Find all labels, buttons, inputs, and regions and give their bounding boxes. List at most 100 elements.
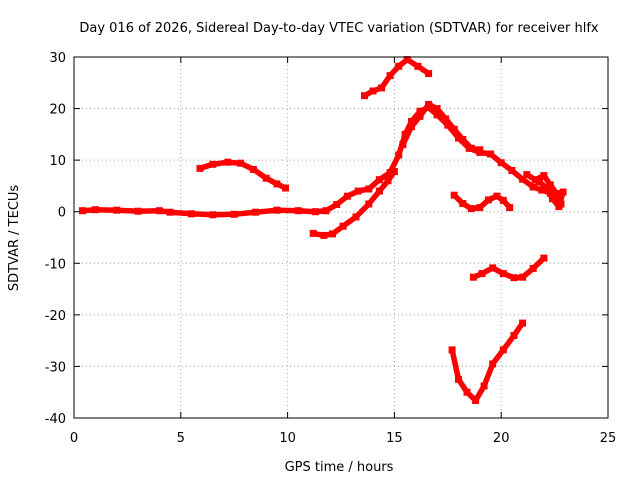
y-tick-label: 30 <box>49 51 66 66</box>
plot-frame <box>73 56 609 419</box>
x-tick-label: 5 <box>177 431 185 446</box>
grid-layer <box>74 57 608 418</box>
data-point <box>375 176 383 184</box>
data-point <box>540 172 548 180</box>
data-point <box>519 319 527 327</box>
data-point <box>403 56 411 64</box>
data-point <box>378 84 386 92</box>
data-point <box>322 207 330 215</box>
data-point <box>499 270 507 278</box>
series-track-e <box>400 101 483 153</box>
data-point <box>224 158 232 166</box>
data-point <box>531 176 539 184</box>
data-point <box>484 196 492 204</box>
data-point <box>416 107 424 115</box>
data-point <box>469 273 477 281</box>
y-tick-label: -10 <box>45 257 66 272</box>
data-point <box>455 375 462 383</box>
data-point <box>542 184 550 192</box>
data-point <box>414 62 422 70</box>
data-point <box>339 222 347 230</box>
data-point <box>472 397 480 404</box>
data-point <box>273 180 281 188</box>
data-point <box>510 332 518 339</box>
data-point <box>433 111 441 119</box>
data-point <box>294 207 302 215</box>
data-point <box>354 187 362 195</box>
data-point <box>499 196 507 204</box>
data-point <box>343 192 351 200</box>
data-point <box>365 185 373 193</box>
data-point <box>536 178 544 186</box>
data-point <box>282 184 289 192</box>
data-point <box>523 171 531 179</box>
data-point <box>489 264 497 272</box>
data-point <box>508 167 516 174</box>
data-point <box>91 206 99 214</box>
data-point <box>375 187 383 195</box>
data-point <box>476 204 484 212</box>
data-point <box>506 204 514 212</box>
data-point <box>395 151 403 159</box>
data-point <box>499 346 507 354</box>
data-point <box>450 125 458 133</box>
data-point <box>480 382 488 390</box>
data-point <box>459 136 467 143</box>
data-point <box>476 146 484 154</box>
data-point <box>209 211 217 219</box>
data-point <box>311 208 319 216</box>
data-point <box>433 105 441 113</box>
data-point <box>450 191 458 199</box>
data-point <box>408 118 415 125</box>
data-point <box>309 229 317 237</box>
data-point <box>365 200 373 208</box>
data-point <box>390 168 398 175</box>
data-point <box>467 205 475 213</box>
data-point <box>333 201 341 208</box>
data-point <box>369 87 377 95</box>
data-point <box>489 360 497 368</box>
y-tick-label: 0 <box>58 206 66 221</box>
data-point <box>416 112 424 120</box>
y-tick-label: 20 <box>49 103 66 118</box>
x-tick-label: 20 <box>493 431 510 446</box>
data-point <box>166 208 174 216</box>
data-point <box>399 141 407 149</box>
data-point <box>237 159 245 167</box>
data-point <box>249 165 257 173</box>
y-tick-label: -30 <box>45 360 66 375</box>
x-tick-label: 0 <box>70 431 78 446</box>
data-point <box>425 100 433 108</box>
data-point <box>448 346 456 354</box>
data-point <box>188 210 195 218</box>
data-point <box>497 159 505 167</box>
x-tick-label: 15 <box>386 431 403 446</box>
data-point <box>230 210 238 218</box>
data-point <box>538 186 546 194</box>
data-point <box>320 231 328 239</box>
data-point <box>442 115 450 123</box>
data-point <box>519 273 527 281</box>
data-point <box>408 123 415 131</box>
data-point <box>559 188 567 196</box>
y-axis-label: SDTVAR / TECUs <box>7 185 22 292</box>
data-point <box>493 192 501 200</box>
data-point <box>79 207 86 215</box>
data-point <box>361 92 368 100</box>
data-point <box>519 175 527 183</box>
data-point <box>252 208 260 216</box>
data-point <box>155 207 163 215</box>
chart-title: Day 016 of 2026, Sidereal Day-to-day VTE… <box>79 21 599 36</box>
data-point <box>273 206 281 214</box>
y-tick-label: -20 <box>45 309 66 324</box>
data-point <box>459 200 467 207</box>
series-layer <box>79 56 567 404</box>
data-point <box>463 388 471 396</box>
x-axis-label: GPS time / hours <box>285 460 394 475</box>
data-point <box>352 213 360 221</box>
data-point <box>529 264 537 272</box>
data-point <box>425 70 433 77</box>
data-point <box>134 207 142 215</box>
data-point <box>196 164 204 172</box>
